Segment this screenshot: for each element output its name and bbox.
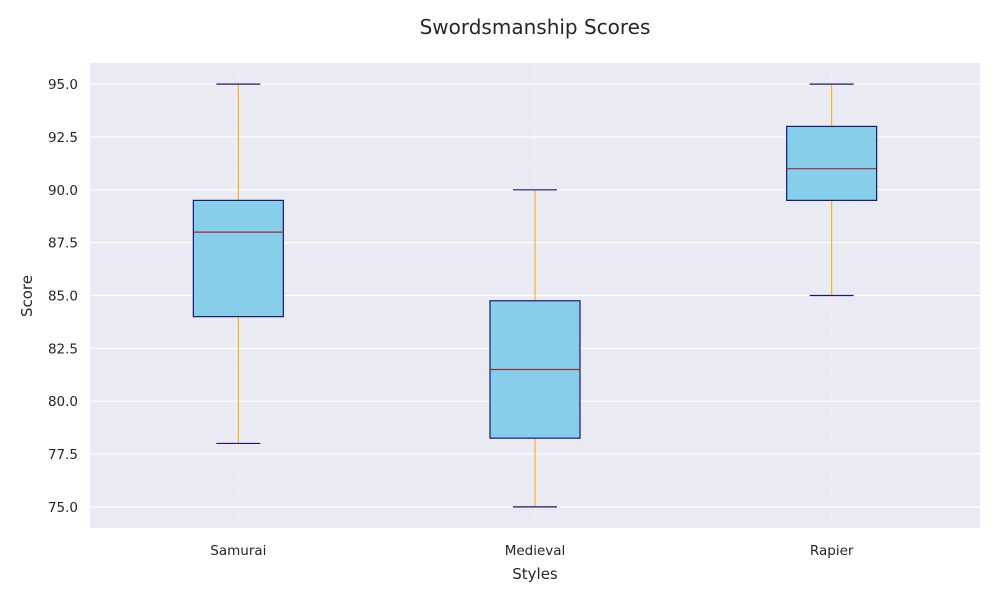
y-axis-label: Score (18, 275, 36, 317)
x-tick-labels: Samurai Medieval Rapier (210, 543, 854, 559)
x-tick-label: Samurai (210, 543, 266, 559)
box-group-medieval (489, 189, 581, 508)
box (786, 125, 878, 201)
chart-title: Swordsmanship Scores (420, 15, 651, 39)
y-tick-label: 82.5 (48, 341, 78, 357)
y-tick-label: 95.0 (48, 77, 78, 93)
y-tick-labels: 75.0 77.5 80.0 82.5 85.0 87.5 90.0 92.5 95.0 (48, 77, 78, 516)
y-tick-label: 90.0 (48, 183, 78, 199)
box-group-samurai (192, 83, 284, 445)
box (192, 199, 284, 318)
box-series (192, 83, 878, 508)
y-tick-label: 75.0 (48, 500, 78, 516)
y-tick-label: 80.0 (48, 394, 78, 410)
y-tick-label: 92.5 (48, 130, 78, 146)
y-tick-label: 87.5 (48, 236, 78, 252)
x-tick-label: Medieval (505, 543, 566, 559)
x-tick-label: Rapier (810, 543, 854, 559)
y-tick-label: 85.0 (48, 289, 78, 305)
y-tick-label: 77.5 (48, 447, 78, 463)
box-group-rapier (786, 83, 878, 297)
x-axis-label: Styles (512, 565, 558, 583)
